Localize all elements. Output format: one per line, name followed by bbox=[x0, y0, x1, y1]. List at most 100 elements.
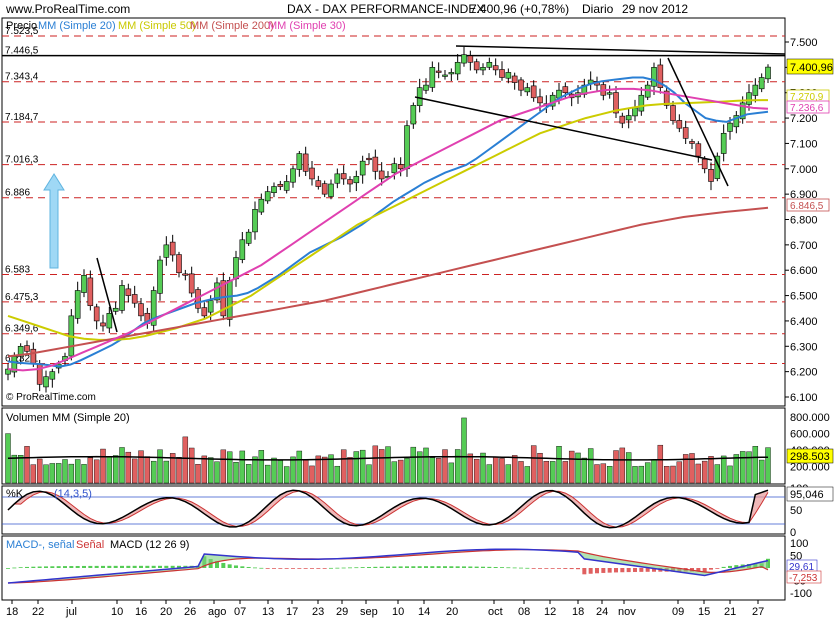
volume-bar bbox=[150, 460, 157, 484]
level-label: 6.475,3 bbox=[5, 292, 39, 303]
candle-body bbox=[720, 132, 727, 154]
volume-bar bbox=[746, 451, 752, 484]
volume-bar bbox=[638, 465, 645, 484]
macd-label-a: MACD-, señal bbox=[6, 539, 74, 551]
macd-hist-bar bbox=[506, 567, 511, 569]
volume-label: Volumen bbox=[6, 412, 49, 424]
july-trendline bbox=[96, 257, 118, 333]
volume-bar bbox=[201, 455, 208, 484]
volume-bar bbox=[581, 457, 588, 484]
volume-bar bbox=[214, 461, 220, 484]
macd-hist-bar bbox=[455, 566, 460, 568]
volume-bar bbox=[454, 449, 461, 484]
macd-hist-bar bbox=[316, 568, 321, 569]
macd-hist-bar bbox=[75, 565, 80, 568]
volume-bar bbox=[499, 458, 505, 484]
volume-bar bbox=[372, 445, 379, 484]
level-label: 6.886 bbox=[5, 188, 30, 199]
macd-hist-bar bbox=[544, 568, 549, 569]
candle-body bbox=[651, 67, 657, 87]
macd-hist-bar bbox=[246, 566, 251, 568]
volume-bar bbox=[252, 456, 258, 484]
candle-body bbox=[321, 183, 328, 195]
badge-mm200: 6.846,5 bbox=[786, 198, 830, 212]
candle-body bbox=[277, 184, 284, 187]
volume-ma-label: MM (Simple 20) bbox=[52, 412, 130, 424]
volume-bar bbox=[670, 465, 676, 484]
candle-body bbox=[340, 173, 347, 180]
volume-bar bbox=[752, 446, 759, 484]
stoch-tick-label: 0 bbox=[790, 527, 796, 539]
macd-hist-bar bbox=[120, 565, 124, 568]
volume-bar bbox=[271, 457, 277, 484]
volume-bar bbox=[296, 450, 303, 484]
volume-bar bbox=[347, 457, 353, 484]
candle-body bbox=[296, 153, 303, 170]
macd-hist-bar bbox=[291, 568, 295, 569]
macd-hist-bar bbox=[468, 566, 473, 568]
candle-body bbox=[619, 115, 626, 124]
steep-trendline bbox=[667, 57, 729, 187]
x-axis: 18 22 jul 10 16 20 26 ago 07 13 17 23 29 sep 10 14 20 oct… bbox=[6, 600, 764, 618]
macd-hist-bar bbox=[519, 567, 523, 569]
candle-body bbox=[467, 55, 474, 63]
macd-hist-bar bbox=[284, 568, 289, 569]
volume-bar bbox=[334, 465, 341, 484]
price-tick-label: 6.100 bbox=[790, 392, 818, 404]
candle-body bbox=[765, 66, 771, 80]
volume-bar bbox=[144, 456, 151, 484]
candle-body bbox=[214, 282, 220, 301]
candle-body bbox=[733, 115, 740, 128]
macd-hist-bar bbox=[728, 565, 732, 568]
macd-hist-bar bbox=[335, 567, 340, 569]
macd-hist-bar bbox=[474, 566, 479, 568]
macd-hist-bar bbox=[56, 566, 61, 568]
legend-mm200: MM (Simple 200) bbox=[190, 20, 274, 32]
volume-bar bbox=[587, 448, 594, 484]
volume-bar bbox=[562, 461, 569, 484]
volume-bar bbox=[708, 456, 714, 484]
macd-hist-bar bbox=[493, 567, 498, 568]
macd-hist-bar bbox=[639, 568, 644, 572]
x-tick-label: 17 bbox=[286, 606, 298, 618]
trendlines bbox=[96, 45, 786, 333]
candle-body bbox=[36, 363, 43, 385]
macd-hist-bar bbox=[50, 566, 55, 568]
macd-hist-bar bbox=[601, 568, 606, 573]
macd-hist-bar bbox=[101, 565, 105, 568]
volume-bar bbox=[321, 456, 328, 484]
volume-bar bbox=[106, 456, 113, 484]
x-tick-label: 10 bbox=[392, 606, 404, 618]
level-label: 7.343,4 bbox=[5, 72, 39, 83]
candle-body bbox=[378, 170, 385, 180]
macd-hist-bar bbox=[329, 567, 333, 569]
volume-bar bbox=[188, 447, 195, 484]
x-tick-label: 08 bbox=[518, 606, 530, 618]
volume-bar bbox=[600, 463, 607, 484]
candle-body bbox=[334, 173, 341, 184]
price-change: 7.400,96 (+0,78%) bbox=[470, 2, 569, 16]
macd-hist-bar bbox=[595, 568, 599, 574]
candle-body bbox=[682, 127, 689, 139]
volume-bar bbox=[758, 459, 765, 484]
volume-bars bbox=[5, 417, 771, 484]
macd-tick-label: 50 bbox=[790, 551, 802, 563]
macd-hist-bar bbox=[550, 568, 555, 569]
candle-body bbox=[676, 120, 683, 129]
macd-tick-label: -100 bbox=[790, 588, 812, 600]
candle-body bbox=[606, 92, 613, 95]
macd-hist-bar bbox=[576, 568, 580, 570]
volume-bar bbox=[169, 453, 176, 484]
macd-hist-bar bbox=[696, 568, 701, 572]
candle-body bbox=[397, 164, 404, 170]
volume-bar bbox=[353, 451, 360, 484]
macd-hist-bar bbox=[392, 566, 397, 568]
level-label: 7.184,7 bbox=[5, 112, 39, 123]
volume-bar bbox=[11, 454, 18, 484]
volume-bar bbox=[632, 466, 638, 484]
instrument-title: DAX - DAX PERFORMANCE-INDEX bbox=[287, 2, 484, 16]
macd-hist-bar bbox=[443, 566, 447, 568]
volume-bar bbox=[575, 452, 581, 484]
macd-hist-bar bbox=[614, 568, 618, 573]
candle-body bbox=[442, 74, 448, 77]
